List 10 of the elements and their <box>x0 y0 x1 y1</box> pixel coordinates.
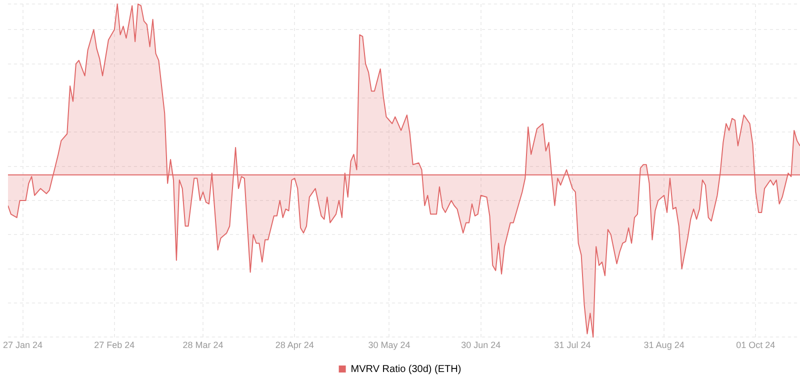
x-tick-label: 31 Jul 24 <box>554 340 591 350</box>
x-tick-label: 30 Jun 24 <box>461 340 501 350</box>
legend-label: MVRV Ratio (30d) (ETH) <box>350 364 462 375</box>
x-tick-label: 28 Mar 24 <box>182 340 224 350</box>
x-tick-label: 31 Aug 24 <box>644 340 684 350</box>
x-tick-label: 28 Apr 24 <box>275 340 314 350</box>
x-tick-label: 27 Feb 24 <box>94 340 135 350</box>
x-tick-label: 01 Oct 24 <box>736 340 776 350</box>
x-tick-label: 30 May 24 <box>368 340 410 350</box>
x-tick-label: 27 Jan 24 <box>2 340 43 350</box>
